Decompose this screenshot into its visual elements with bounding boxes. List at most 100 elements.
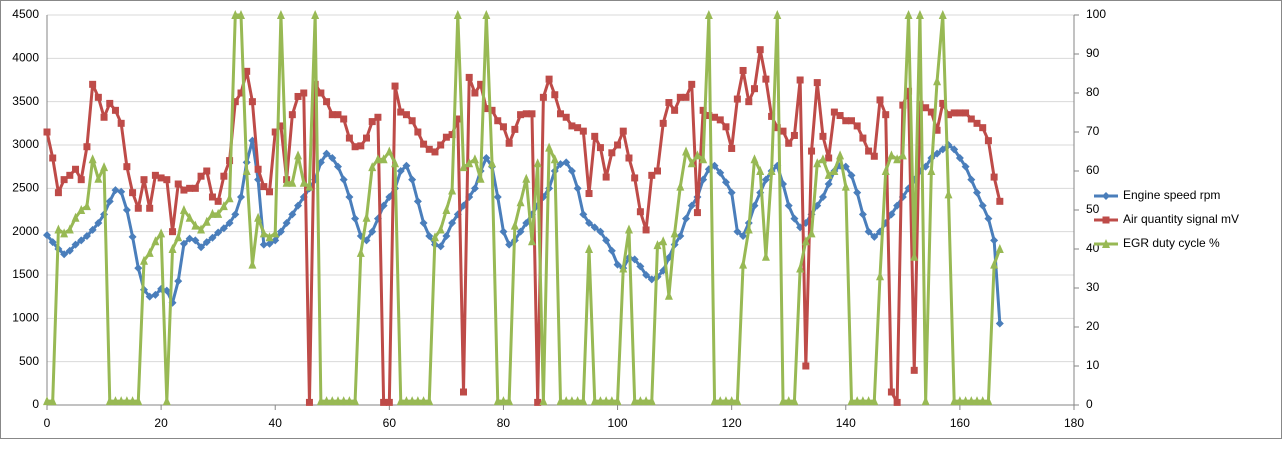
data-point — [356, 247, 365, 257]
data-point — [711, 113, 719, 121]
data-point — [950, 109, 958, 117]
data-point — [134, 264, 143, 273]
data-point — [191, 236, 200, 245]
x-tick-label: 120 — [722, 416, 742, 430]
data-point — [242, 166, 251, 175]
data-point — [511, 125, 519, 133]
data-point — [48, 238, 57, 247]
y2-tick-label: 100 — [1086, 7, 1106, 21]
data-point — [186, 184, 194, 192]
data-point — [368, 162, 377, 172]
x-tick-label: 40 — [269, 416, 283, 430]
y-tick-label: 0 — [32, 397, 39, 411]
data-point — [363, 134, 371, 142]
data-point — [311, 10, 320, 19]
data-point — [374, 113, 382, 121]
data-point — [579, 127, 587, 135]
data-point — [465, 158, 474, 168]
data-point — [191, 184, 199, 192]
data-point — [922, 104, 930, 112]
data-point — [54, 224, 63, 234]
data-point — [385, 193, 394, 201]
data-point — [733, 396, 742, 406]
data-point — [590, 396, 599, 406]
data-point — [956, 109, 964, 117]
data-point — [693, 150, 702, 160]
data-point — [333, 396, 342, 406]
data-point — [961, 396, 970, 406]
data-point — [453, 10, 462, 19]
x-tick-label: 80 — [497, 416, 511, 430]
data-point — [157, 174, 165, 182]
data-point — [841, 181, 850, 191]
data-point — [380, 398, 388, 406]
data-point — [299, 177, 308, 187]
data-point — [151, 290, 160, 299]
data-point — [921, 396, 930, 406]
data-point — [979, 124, 987, 132]
data-point — [779, 127, 787, 135]
legend-label: Engine speed rpm — [1123, 188, 1220, 202]
y-tick-label: 3500 — [12, 94, 39, 108]
data-point — [761, 251, 770, 261]
data-point — [636, 262, 645, 271]
y2-tick-label: 0 — [1086, 397, 1093, 411]
data-point — [191, 220, 200, 230]
legend-marker — [1102, 239, 1110, 248]
data-point — [72, 165, 80, 173]
data-point — [494, 117, 502, 125]
data-point — [687, 201, 696, 210]
data-point — [721, 178, 730, 187]
data-point — [647, 275, 656, 284]
data-point — [60, 176, 68, 184]
data-point — [368, 118, 376, 126]
data-point — [893, 398, 901, 406]
data-point — [168, 244, 177, 253]
data-point — [60, 228, 69, 238]
data-point — [271, 228, 280, 238]
data-point — [413, 197, 422, 206]
data-point — [499, 123, 507, 131]
data-point — [225, 219, 234, 227]
data-point — [870, 396, 879, 406]
data-point — [853, 122, 861, 130]
data-point — [676, 93, 684, 101]
data-point — [139, 255, 148, 265]
data-point — [790, 131, 798, 139]
y-tick-label: 2500 — [12, 181, 39, 195]
data-point — [328, 111, 336, 119]
data-point — [60, 250, 69, 259]
data-point — [739, 259, 748, 269]
data-point — [179, 239, 188, 248]
data-point — [591, 132, 599, 140]
data-point — [214, 208, 223, 218]
data-point — [864, 227, 873, 236]
data-point — [43, 128, 51, 136]
data-point — [77, 205, 86, 214]
data-point — [585, 190, 593, 198]
y2-tick-label: 50 — [1086, 202, 1100, 216]
data-point — [442, 133, 450, 141]
data-point — [88, 154, 97, 164]
data-point — [105, 197, 114, 206]
data-point — [430, 232, 439, 242]
data-point — [882, 111, 890, 119]
data-point — [750, 85, 758, 93]
data-point — [122, 206, 131, 214]
data-point — [236, 10, 245, 19]
data-point — [259, 240, 268, 249]
data-point — [528, 110, 536, 118]
data-point — [762, 75, 770, 83]
data-point — [904, 10, 913, 19]
data-point — [322, 396, 331, 406]
data-point — [202, 238, 211, 247]
data-point — [824, 169, 833, 179]
data-point — [203, 167, 211, 175]
data-point — [236, 193, 245, 201]
data-point — [208, 193, 216, 201]
data-point — [185, 212, 194, 222]
data-point — [579, 396, 588, 406]
data-point — [48, 396, 57, 406]
data-point — [470, 154, 479, 164]
data-point — [744, 224, 753, 234]
